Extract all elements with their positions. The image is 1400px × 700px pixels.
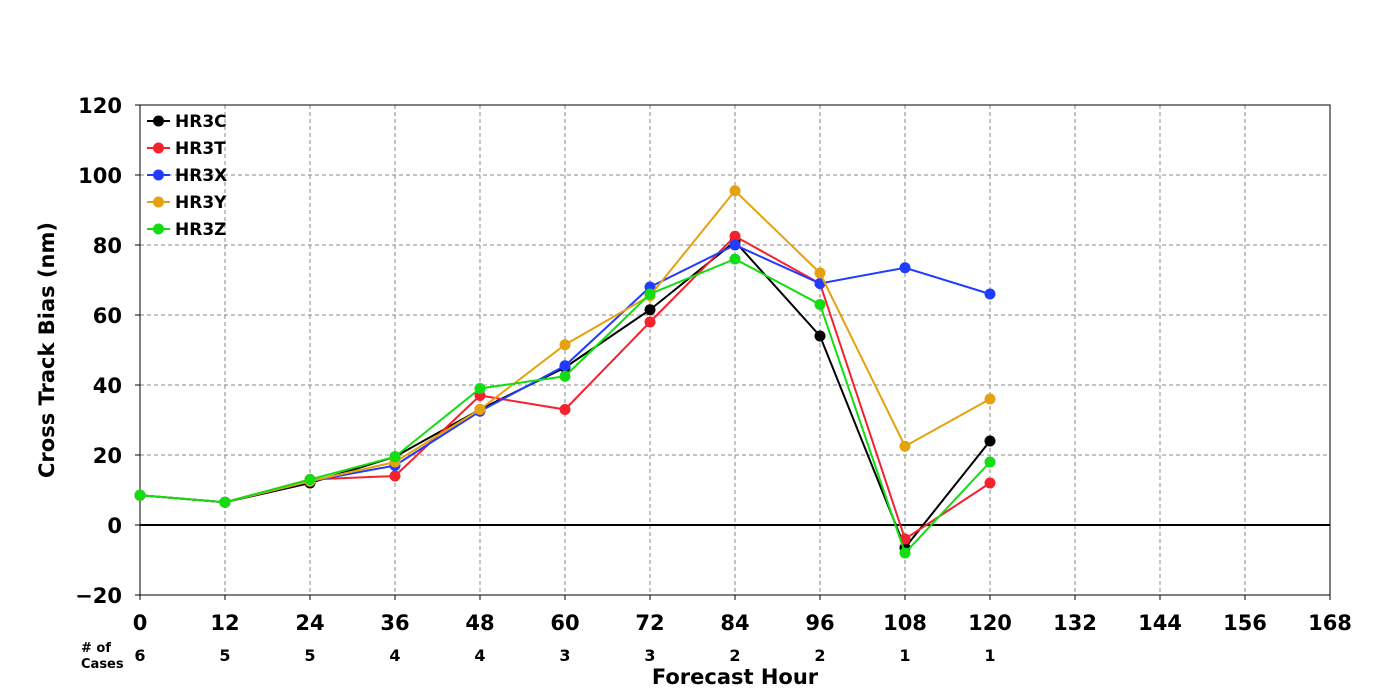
legend-label: HR3X xyxy=(175,166,227,186)
data-point xyxy=(729,185,741,197)
legend-marker xyxy=(153,142,164,154)
data-point xyxy=(474,404,486,415)
x-axis-title: Forecast Hour xyxy=(652,665,819,689)
data-point xyxy=(899,440,911,452)
data-point xyxy=(899,547,911,559)
legend-label: HR3Y xyxy=(175,193,227,213)
data-point xyxy=(984,477,996,489)
data-point xyxy=(474,383,486,394)
x-tick-label: 108 xyxy=(883,611,927,635)
y-tick-label: 20 xyxy=(93,444,122,468)
x-tick-label: 48 xyxy=(465,611,494,635)
data-point xyxy=(389,470,401,482)
data-point xyxy=(559,360,571,372)
legend-item-hr3x: HR3X xyxy=(147,166,227,186)
data-point xyxy=(644,304,656,316)
legend-marker xyxy=(153,223,164,235)
case-count: 4 xyxy=(389,646,400,665)
x-tick-label: 168 xyxy=(1308,611,1352,635)
y-tick-label: 60 xyxy=(93,304,122,328)
x-tick-label: 120 xyxy=(968,611,1012,635)
case-count: 4 xyxy=(474,646,485,665)
legend-item-hr3c: HR3C xyxy=(147,112,227,132)
case-count: 2 xyxy=(814,646,825,665)
case-count: 5 xyxy=(219,646,230,665)
x-tick-labels: 0 12 24 36 48 60 72 84 96 108 120 132 144 156 168 xyxy=(133,595,1352,635)
case-count: 3 xyxy=(644,646,655,665)
legend-item-hr3t: HR3T xyxy=(147,139,226,159)
y-axis-title: Cross Track Bias (nm) xyxy=(35,222,59,478)
data-point xyxy=(729,230,741,242)
series-layer xyxy=(134,185,996,559)
x-tick-label: 144 xyxy=(1138,611,1182,635)
y-tick-label: 120 xyxy=(78,94,122,118)
x-tick-label: 60 xyxy=(550,611,579,635)
grid-lines xyxy=(140,105,1330,595)
data-point xyxy=(644,288,656,300)
data-point xyxy=(559,404,571,415)
x-tick-label: 36 xyxy=(380,611,409,635)
x-tick-label: 84 xyxy=(720,611,749,635)
data-point xyxy=(899,533,911,545)
x-tick-label: 96 xyxy=(805,611,834,635)
legend-marker xyxy=(153,196,164,208)
data-point xyxy=(729,239,741,251)
x-tick-label: 72 xyxy=(635,611,664,635)
cases-label-line-1: # of xyxy=(81,641,111,656)
data-point xyxy=(814,267,826,279)
legend-label: HR3Z xyxy=(175,220,226,240)
data-point xyxy=(389,451,401,463)
data-point xyxy=(984,288,996,300)
cases-row: # of Cases 6 5 5 4 4 3 3 2 2 1 1 xyxy=(81,641,996,672)
legend: HR3C HR3T HR3X HR3Y HR3Z xyxy=(147,112,227,240)
y-tick-label: 100 xyxy=(78,164,122,188)
x-tick-label: 24 xyxy=(295,611,324,635)
y-tick-label: 0 xyxy=(107,514,122,538)
legend-marker xyxy=(153,169,164,181)
series-hr3z xyxy=(134,253,996,559)
data-point xyxy=(729,253,741,265)
data-point xyxy=(899,262,911,274)
y-tick-label: −20 xyxy=(75,584,122,608)
data-point xyxy=(814,330,826,342)
x-tick-label: 12 xyxy=(210,611,239,635)
data-point xyxy=(984,435,996,447)
x-tick-label: 156 xyxy=(1223,611,1267,635)
y-tick-label: 40 xyxy=(93,374,122,398)
y-tick-labels: −20 0 20 40 60 80 100 120 xyxy=(75,94,140,608)
cases-label-line-2: Cases xyxy=(81,657,124,672)
data-point xyxy=(814,299,826,310)
case-count: 3 xyxy=(559,646,570,665)
case-count: 5 xyxy=(304,646,315,665)
data-point xyxy=(219,496,231,508)
legend-label: HR3C xyxy=(175,112,227,132)
x-tick-label: 132 xyxy=(1053,611,1097,635)
y-tick-label: 80 xyxy=(93,234,122,258)
data-point xyxy=(559,339,571,351)
case-count: 1 xyxy=(899,646,910,665)
data-point xyxy=(134,489,146,501)
case-count: 1 xyxy=(984,646,995,665)
data-point xyxy=(644,316,656,328)
legend-marker xyxy=(153,115,164,127)
case-count: 6 xyxy=(134,646,145,665)
data-point xyxy=(559,370,571,382)
x-tick-label: 0 xyxy=(133,611,148,635)
data-point xyxy=(984,456,996,468)
legend-item-hr3z: HR3Z xyxy=(147,220,226,240)
legend-item-hr3y: HR3Y xyxy=(147,193,227,213)
legend-label: HR3T xyxy=(175,139,226,159)
data-point xyxy=(304,474,316,485)
data-point xyxy=(984,393,996,405)
case-count: 2 xyxy=(729,646,740,665)
